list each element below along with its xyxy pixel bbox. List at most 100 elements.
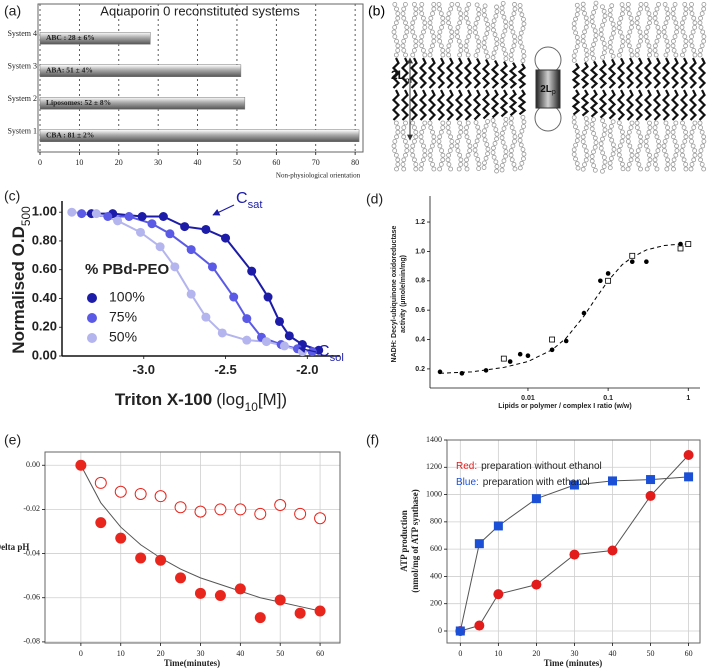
series-line xyxy=(439,243,689,374)
lipid-headgroup-chain xyxy=(508,2,518,63)
lipid-headgroup-chain xyxy=(598,118,608,174)
lipid-headgroup-chain xyxy=(697,2,707,58)
marker xyxy=(274,498,287,511)
marker xyxy=(67,207,77,217)
marker xyxy=(194,505,207,518)
lipid-tail xyxy=(679,89,689,121)
y-axis-label-part: 500 xyxy=(19,206,33,226)
x-tick-label: 0 xyxy=(79,649,83,658)
lipid-tail xyxy=(679,57,689,89)
marker xyxy=(629,252,636,259)
lipid-headgroup-chain xyxy=(436,2,446,58)
lipid-tail xyxy=(652,89,662,121)
lipid-headgroup-chain xyxy=(427,120,437,172)
lipid-tail xyxy=(490,89,500,119)
x-tick-label: 0 xyxy=(38,158,42,167)
bar-value-label: CBA : 81 ± 2% xyxy=(46,130,94,139)
lipid-tail xyxy=(418,57,428,89)
y-tick-label: 0.00 xyxy=(32,347,57,362)
y-axis-label: NADH: Decyl-ubiquinone oxidoreductase xyxy=(391,225,398,362)
y-tick-label: -0.04 xyxy=(23,548,40,557)
y-tick-label: 0.4 xyxy=(415,336,425,343)
marker xyxy=(263,292,273,302)
lipid-headgroup-chain xyxy=(490,118,500,174)
y-tick-label: 0.40 xyxy=(32,290,57,305)
marker xyxy=(437,369,443,375)
lipid-headgroup-chain xyxy=(661,2,671,58)
lipid-headgroup-chain xyxy=(481,119,491,170)
protein-length-label-part: 2L xyxy=(540,84,552,95)
lipid-tail xyxy=(580,61,590,89)
marker xyxy=(154,490,167,503)
y-tick-label: 800 xyxy=(430,517,442,526)
y-axis-label: Normalised O.D500 xyxy=(9,206,33,354)
lipid-tail xyxy=(436,57,446,89)
lipid-headgroup-chain xyxy=(580,116,590,172)
lipid-tail xyxy=(670,57,680,89)
marker xyxy=(569,549,580,560)
marker xyxy=(186,245,196,255)
y-axis-label-group: ATP production (nmol/mg of ATP synthase) xyxy=(399,489,420,593)
marker xyxy=(605,277,612,284)
marker xyxy=(549,336,555,343)
annotation: Red: preparation without ethanol xyxy=(456,461,602,472)
marker xyxy=(493,521,503,531)
marker xyxy=(155,554,167,566)
marker xyxy=(598,278,603,284)
marker xyxy=(483,368,489,373)
y-tick-label: 600 xyxy=(430,544,442,553)
category-label: System 4 xyxy=(7,29,37,38)
marker xyxy=(605,271,611,276)
marker xyxy=(165,229,175,239)
panel-label: (d) xyxy=(366,191,383,207)
annotation: Csol xyxy=(318,343,344,364)
marker xyxy=(645,490,656,501)
lipid-tail xyxy=(472,89,482,121)
panel-label: (f) xyxy=(366,432,379,448)
marker xyxy=(254,612,266,624)
marker xyxy=(147,219,157,229)
lipid-tail xyxy=(481,89,491,120)
x-tick-label: 30 xyxy=(154,158,162,167)
plot-frame xyxy=(44,451,341,644)
lipid-headgroup-chain xyxy=(409,120,419,172)
lipid-headgroup-chain xyxy=(670,120,680,172)
lipid-headgroup-chain xyxy=(697,120,707,172)
x-tick-label: 50 xyxy=(276,649,284,658)
plot-frame xyxy=(446,439,701,644)
x-axis-label: Time (minutes) xyxy=(544,658,603,668)
lipid-tail xyxy=(607,89,617,120)
lipid-tail xyxy=(616,89,626,121)
lipid-headgroup-chain xyxy=(625,120,635,172)
lipid-tail xyxy=(571,62,581,89)
lipid-headgroup-chain xyxy=(670,2,680,58)
lipid-headgroup-chain xyxy=(391,120,401,172)
lipid-tail xyxy=(427,89,437,121)
lipid-tail xyxy=(643,57,653,89)
x-tick-label: 20 xyxy=(115,158,123,167)
x-tick-label: 1 xyxy=(686,395,690,402)
marker xyxy=(607,476,617,486)
marker xyxy=(314,512,327,525)
marker xyxy=(201,224,211,234)
lipid-headgroup-chain xyxy=(571,2,581,63)
lipid-headgroup-chain xyxy=(607,3,617,59)
marker xyxy=(242,314,252,324)
protein-length-label: 2Lp xyxy=(540,84,556,97)
lipid-tail xyxy=(697,89,707,121)
lipid-headgroup-chain xyxy=(580,1,590,62)
lipid-tail xyxy=(418,89,428,121)
lipid-headgroup-chain xyxy=(661,120,671,172)
y-tick-label: -0.06 xyxy=(23,593,40,602)
x-tick-label: 10 xyxy=(494,649,502,658)
x-axis-label: Triton X-100 (log10[M]) xyxy=(115,390,287,414)
series-line xyxy=(71,211,303,353)
marker xyxy=(678,241,683,247)
marker xyxy=(531,579,542,590)
lipid-headgroup-chain xyxy=(679,2,689,58)
x-axis-label-part: [M]) xyxy=(258,390,287,409)
marker xyxy=(214,590,226,602)
marker xyxy=(158,212,168,222)
marker xyxy=(75,459,87,471)
lipid-headgroup-chain xyxy=(688,2,698,58)
